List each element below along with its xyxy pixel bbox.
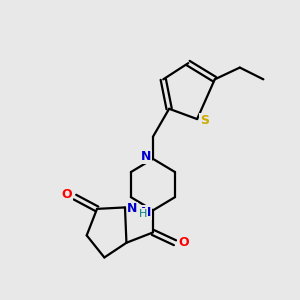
Text: O: O	[61, 188, 72, 201]
Text: O: O	[178, 236, 189, 249]
Text: N: N	[141, 206, 152, 219]
Text: H: H	[139, 209, 147, 219]
Text: S: S	[200, 114, 209, 127]
Text: N: N	[141, 150, 152, 163]
Text: N: N	[127, 202, 137, 215]
